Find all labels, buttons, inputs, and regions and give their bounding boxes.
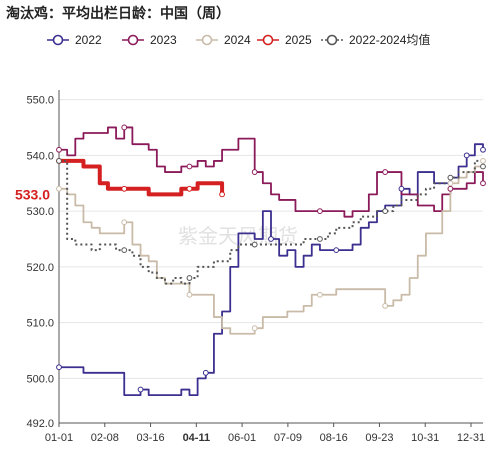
data-point-2024 [447,180,454,187]
last-value-label: 533.0 [15,186,50,202]
data-point-2022 [333,247,340,254]
data-point-2024 [382,302,389,309]
data-point-2023 [186,163,193,170]
x-tick-label: 03-16 [136,432,164,444]
x-tick-label: 06-01 [228,432,256,444]
data-point-2022 [398,185,405,192]
data-point-2025 [219,191,225,198]
legend-label: 2022 [75,33,102,47]
x-tick-label: 10-31 [411,432,439,444]
data-point-2022 [56,364,62,371]
data-point-2022-2024均值 [447,174,454,181]
data-point-2022-2024均值 [56,158,62,164]
data-point-2022 [268,236,274,242]
legend-swatch-marker [127,34,139,46]
series-line-2022 [59,143,484,397]
legend-swatch-marker [52,34,64,46]
x-tick-label: 09-23 [365,432,393,444]
data-point-2023 [447,185,454,192]
x-tick-label: 08-16 [320,432,348,444]
data-point-2023 [56,146,62,153]
data-point-2022-2024均值 [121,247,128,254]
y-tick-label: 550.0 [26,95,54,107]
legend[interactable]: 2022 2023 2024 2025 2022-2024均值 [47,32,430,47]
data-point-2022-2024均值 [186,275,193,281]
legend-item-2023[interactable]: 2023 [122,33,177,47]
data-point-2023 [480,180,486,187]
markers-layer [56,124,486,393]
data-point-2022 [137,386,144,393]
data-point-2024 [317,291,323,298]
legend-swatch-marker [262,34,274,46]
y-tick-label: 530.0 [26,206,54,218]
chart-title: 淘汰鸡：平均出栏日龄：中国（周） [6,5,230,22]
x-tick-label: 01-01 [45,432,73,444]
data-point-2024 [56,185,62,192]
legend-swatch-marker [326,34,338,46]
legend-label: 2024 [224,33,251,47]
y-tick-label: 520.0 [26,262,54,274]
data-point-2022-2024均值 [251,241,258,248]
data-point-2023 [382,169,389,175]
data-point-2022 [463,152,470,159]
data-point-2022-2024均值 [382,208,389,215]
data-point-2023 [251,169,258,175]
data-point-2024 [480,158,486,164]
data-point-2024 [186,291,193,298]
data-point-2022 [202,369,209,376]
data-point-2024 [251,325,258,332]
series-line-2025 [59,158,225,197]
legend-item-2024[interactable]: 2024 [196,33,251,47]
legend-item-2022-2024均值[interactable]: 2022-2024均值 [321,32,430,47]
x-tick-label: 07-09 [274,432,302,444]
legend-label: 2023 [150,33,177,47]
y-tick-label: 510.0 [26,318,54,330]
y-tick-label: 492.0 [26,418,54,430]
data-point-2022 [480,146,486,153]
y-tick-label: 540.0 [26,150,54,162]
data-point-2024 [121,219,128,226]
data-point-2023 [317,208,323,215]
series-layer [59,126,484,397]
legend-label: 2025 [285,33,312,47]
x-tick-label-highlight: 04-11 [183,432,211,444]
data-point-2022-2024均值 [480,163,486,170]
data-point-2022-2024均值 [317,236,323,242]
y-axis-ticks: 492.0 500.0 510.0 520.0 530.0 540.0 550.0 [26,95,54,430]
legend-item-2025[interactable]: 2025 [257,33,312,47]
x-tick-label: 12-31 [457,432,485,444]
x-tick-label: 02-08 [91,432,119,444]
data-point-2023 [121,124,128,131]
legend-label: 2022-2024均值 [349,32,430,47]
legend-item-2022[interactable]: 2022 [47,33,102,47]
x-axis-ticks: 01-01 02-08 03-16 04-11 06-01 07-09 08-16 09-23… [45,423,485,444]
data-point-2025 [121,185,128,192]
grid [59,99,483,424]
legend-swatch-marker [201,34,213,46]
data-point-2025 [186,185,193,192]
y-tick-label: 500.0 [26,373,54,385]
